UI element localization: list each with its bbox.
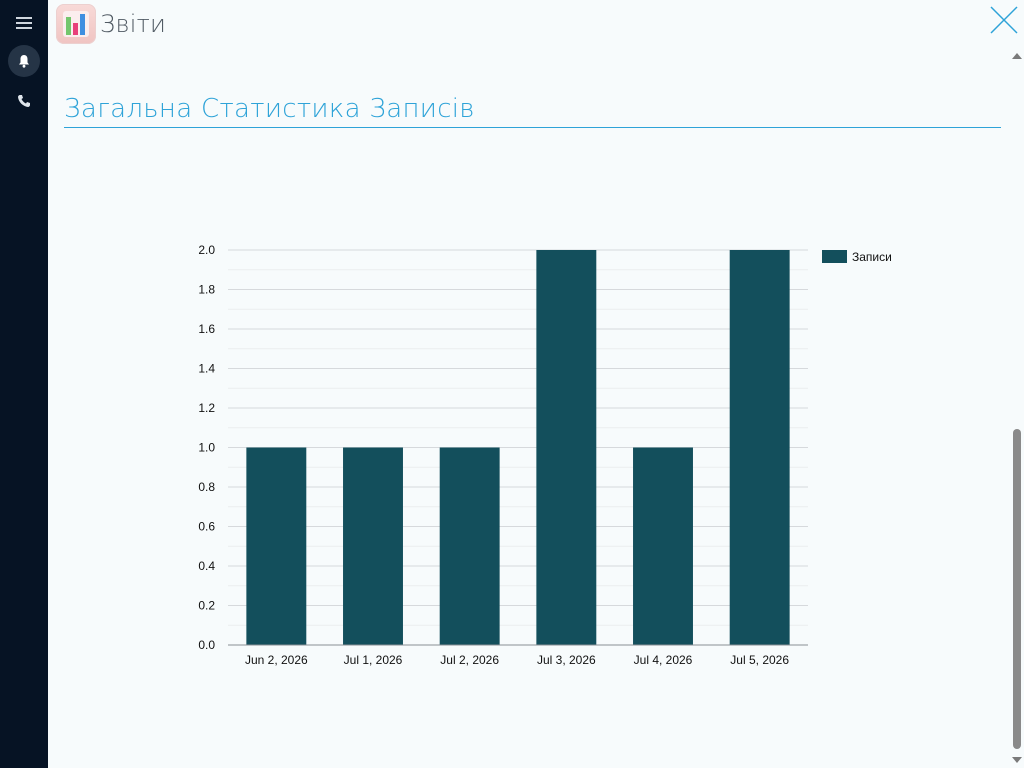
page-title: Звіти [100,10,166,38]
y-tick-label: 1.6 [198,322,215,336]
x-tick-label: Jul 3, 2026 [537,653,596,667]
y-tick-label: 1.2 [198,401,215,415]
scrollbar-thumb[interactable] [1013,429,1021,749]
section-title: Загальна Статистика Записів [64,94,475,124]
bar-chart-icon [63,11,89,37]
menu-icon [16,17,32,29]
y-tick-label: 0.8 [198,480,215,494]
bar [633,447,693,645]
y-tick-label: 0.6 [198,520,215,534]
y-tick-label: 2.0 [198,243,215,257]
x-tick-label: Jul 1, 2026 [344,653,403,667]
x-tick-label: Jul 4, 2026 [634,653,693,667]
menu-button[interactable] [8,7,40,39]
y-tick-label: 0.0 [198,638,215,652]
left-sidebar [0,0,48,768]
phone-button[interactable] [8,85,40,117]
y-tick-label: 0.2 [198,599,215,613]
legend-label: Записи [852,250,892,264]
x-tick-label: Jul 5, 2026 [730,653,789,667]
bar [246,447,307,645]
section-divider [64,127,1001,128]
y-tick-label: 1.0 [198,441,215,455]
phone-icon [18,95,30,107]
close-icon [990,6,1018,34]
bell-icon [19,55,29,68]
y-tick-label: 1.8 [198,283,215,297]
bar [729,250,790,645]
y-tick-label: 1.4 [198,362,215,376]
bar [343,447,403,645]
y-tick-label: 0.4 [198,559,215,573]
close-button[interactable] [988,4,1020,36]
notifications-button[interactable] [8,45,40,77]
x-tick-label: Jul 2, 2026 [440,653,499,667]
legend-swatch [822,250,847,263]
bar [439,447,500,645]
bar [536,250,597,645]
scroll-up-arrow-icon[interactable] [1012,53,1022,59]
reports-app-icon [56,4,96,44]
x-tick-label: Jun 2, 2026 [245,653,308,667]
scroll-down-arrow-icon[interactable] [1012,757,1022,763]
